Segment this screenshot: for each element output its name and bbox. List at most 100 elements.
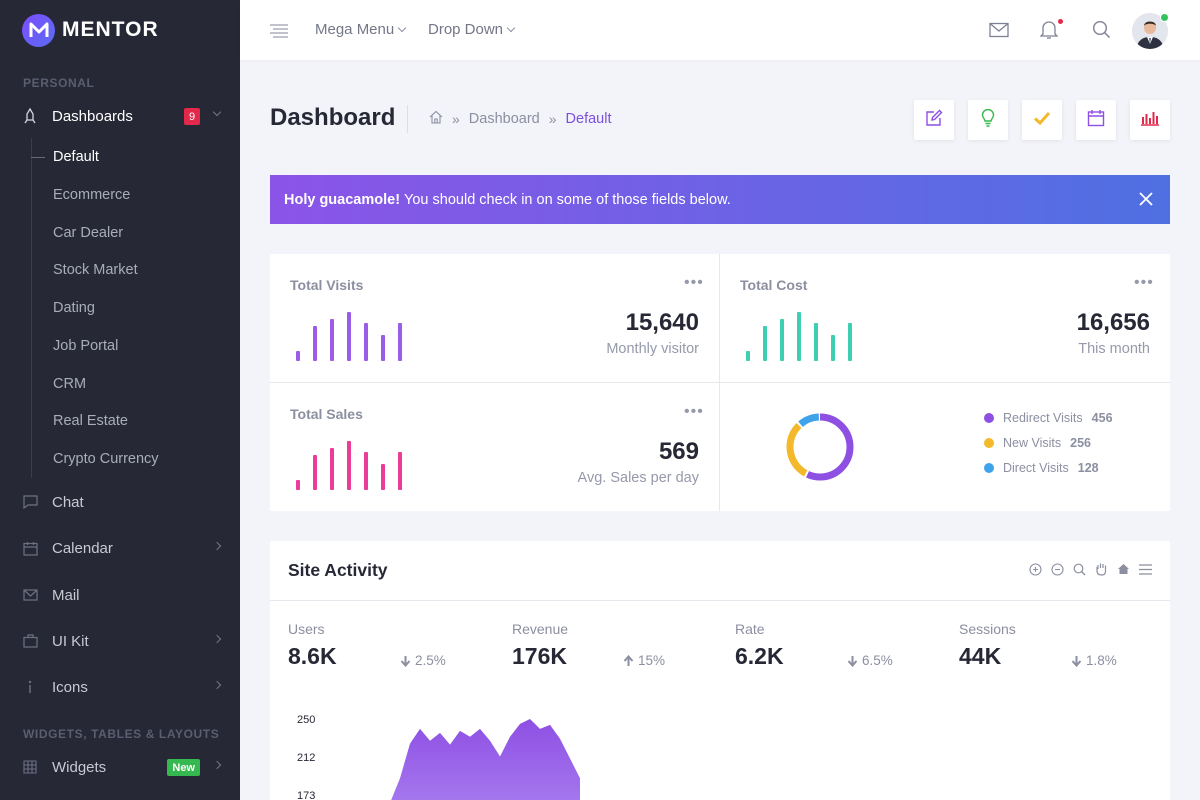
stat-sub-sales: Avg. Sales per day bbox=[577, 470, 699, 486]
more-options-icon[interactable]: ••• bbox=[684, 403, 704, 420]
submenu-line bbox=[31, 138, 32, 478]
sparkline-cost bbox=[746, 309, 858, 361]
chevron-down-icon bbox=[506, 23, 516, 33]
submenu-item-default[interactable]: Default bbox=[53, 149, 99, 165]
kpi-rate: Rate 6.2K 6.5% bbox=[735, 621, 935, 670]
sidebar-item-calendar[interactable]: Calendar bbox=[0, 534, 240, 562]
sparkline-bar bbox=[296, 480, 300, 490]
sidebar-item-label: Dashboards bbox=[52, 107, 133, 125]
mail-icon[interactable] bbox=[989, 22, 1009, 42]
sidebar-item-label: Widgets bbox=[52, 758, 107, 776]
breadcrumb-dashboard[interactable]: Dashboard bbox=[468, 111, 540, 127]
sparkline-bar bbox=[364, 323, 368, 361]
submenu-item-stock-market[interactable]: Stock Market bbox=[53, 262, 138, 278]
mega-menu-dropdown[interactable]: Mega Menu bbox=[315, 21, 407, 38]
more-options-icon[interactable]: ••• bbox=[684, 274, 704, 291]
breadcrumb-separator-icon: » bbox=[548, 111, 557, 127]
more-options-icon[interactable]: ••• bbox=[1134, 274, 1154, 291]
stat-sub-cost: This month bbox=[1078, 341, 1150, 357]
site-activity-area-chart bbox=[391, 719, 580, 800]
approve-button[interactable] bbox=[1022, 100, 1062, 140]
kpi-value: 6.2K bbox=[735, 643, 784, 669]
idea-button[interactable] bbox=[968, 100, 1008, 140]
submenu-item-crm[interactable]: CRM bbox=[53, 376, 87, 392]
stat-sub-visits: Monthly visitor bbox=[606, 341, 699, 357]
kpi-delta-value: 6.5% bbox=[862, 653, 893, 668]
sidebar-item-label: Icons bbox=[52, 678, 88, 696]
zoom-in-icon[interactable] bbox=[1028, 562, 1042, 576]
mega-menu-label: Mega Menu bbox=[315, 21, 395, 38]
bell-icon[interactable] bbox=[1039, 20, 1060, 40]
submenu-item-crypto-currency[interactable]: Crypto Currency bbox=[53, 451, 159, 467]
drop-down-dropdown[interactable]: Drop Down bbox=[428, 21, 516, 38]
home-icon[interactable] bbox=[429, 110, 443, 128]
rocket-icon bbox=[22, 108, 38, 124]
sidebar-item-chat[interactable]: Chat bbox=[0, 488, 240, 516]
grid-divider-horizontal bbox=[270, 382, 1170, 383]
user-avatar[interactable] bbox=[1132, 13, 1168, 49]
online-status-dot bbox=[1160, 13, 1169, 22]
card-title: Site Activity bbox=[288, 560, 388, 580]
kpi-users: Users 8.6K 2.5% bbox=[288, 621, 488, 670]
home-icon[interactable] bbox=[1116, 562, 1130, 576]
kpi-delta: 15% bbox=[623, 653, 665, 668]
sidebar-item-widgets[interactable]: Widgets New bbox=[0, 753, 240, 781]
submenu-item-car-dealer[interactable]: Car Dealer bbox=[53, 225, 124, 241]
arrow-down-icon bbox=[400, 655, 411, 667]
calendar-icon bbox=[1087, 109, 1105, 132]
title-separator bbox=[407, 105, 408, 133]
section-label-personal: PERSONAL bbox=[23, 76, 95, 90]
search-icon[interactable] bbox=[1092, 20, 1112, 40]
kpi-delta: 1.8% bbox=[1071, 653, 1117, 668]
magnifier-icon[interactable] bbox=[1072, 562, 1086, 576]
legend-dot bbox=[984, 412, 994, 423]
legend-label: Redirect Visits bbox=[1003, 410, 1083, 425]
sparkline-bar bbox=[763, 326, 767, 361]
stat-value-cost: 16,656 bbox=[1076, 309, 1150, 336]
sidebar: MENTOR PERSONAL Dashboards 9 Default Eco… bbox=[0, 0, 240, 800]
chevron-right-icon bbox=[212, 634, 222, 644]
page-title: Dashboard bbox=[270, 104, 396, 131]
sparkline-bar bbox=[313, 326, 317, 361]
chevron-right-icon bbox=[212, 541, 222, 551]
breadcrumb-current: Default bbox=[565, 111, 612, 127]
sidebar-item-mail[interactable]: Mail bbox=[0, 581, 240, 609]
sidebar-item-icons[interactable]: Icons bbox=[0, 673, 240, 701]
menu-toggle-icon[interactable] bbox=[269, 20, 289, 40]
chat-icon bbox=[22, 494, 38, 510]
kpi-delta-value: 2.5% bbox=[415, 653, 446, 668]
arrow-up-icon bbox=[623, 654, 634, 666]
edit-button[interactable] bbox=[914, 100, 954, 140]
donut-slice-redirect bbox=[786, 413, 854, 481]
reports-button[interactable] bbox=[1130, 100, 1170, 140]
legend-item: New Visits 256 bbox=[984, 430, 1113, 455]
breadcrumb: » Dashboard » Default bbox=[429, 110, 611, 128]
legend-dot bbox=[984, 437, 994, 448]
sparkline-bar bbox=[398, 452, 402, 490]
submenu-item-real-estate[interactable]: Real Estate bbox=[53, 413, 128, 429]
submenu-item-ecommerce[interactable]: Ecommerce bbox=[53, 187, 131, 203]
close-icon[interactable] bbox=[1138, 191, 1154, 207]
donut-legend: Redirect Visits 456 New Visits 256 Direc… bbox=[984, 405, 1113, 480]
sidebar-item-dashboards[interactable]: Dashboards 9 bbox=[0, 102, 240, 130]
sidebar-item-label: UI Kit bbox=[52, 632, 89, 650]
pan-hand-icon[interactable] bbox=[1094, 562, 1108, 576]
sidebar-item-ui-kit[interactable]: UI Kit bbox=[0, 627, 240, 655]
legend-dot bbox=[984, 462, 994, 473]
calendar-icon bbox=[22, 540, 38, 556]
bar-chart-icon bbox=[1140, 110, 1160, 131]
calendar-button[interactable] bbox=[1076, 100, 1116, 140]
sparkline-visits bbox=[296, 309, 408, 361]
lightbulb-icon bbox=[981, 108, 995, 132]
alert-banner: Holy guacamole! You should check in on s… bbox=[270, 175, 1170, 224]
alert-strong-text: Holy guacamole! bbox=[284, 191, 401, 208]
dashboards-badge: 9 bbox=[184, 108, 200, 125]
logo[interactable]: MENTOR bbox=[0, 0, 240, 60]
menu-icon[interactable] bbox=[1138, 562, 1152, 576]
sparkline-bar bbox=[347, 441, 351, 490]
submenu-item-dating[interactable]: Dating bbox=[53, 300, 95, 316]
zoom-out-icon[interactable] bbox=[1050, 562, 1064, 576]
submenu-item-job-portal[interactable]: Job Portal bbox=[53, 338, 119, 354]
stat-label-visits: Total Visits bbox=[290, 277, 364, 293]
logo-text: MENTOR bbox=[62, 18, 159, 41]
